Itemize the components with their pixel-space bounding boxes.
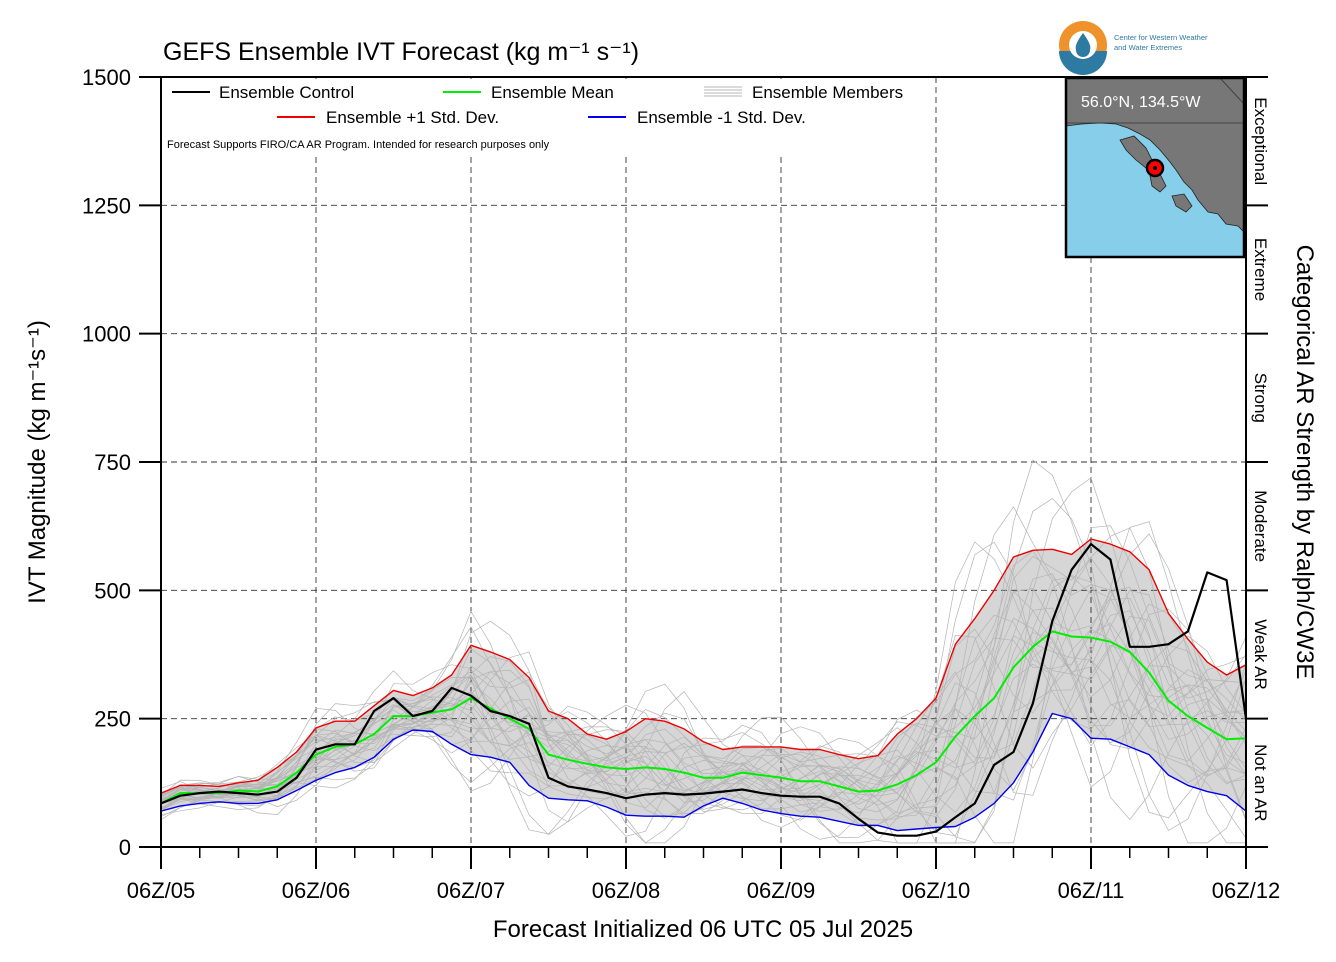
y-tick-label: 0 <box>119 835 131 860</box>
ensemble-member-line <box>161 586 1246 818</box>
logo-text-line-1: Center for Western Weather <box>1114 33 1208 42</box>
ensemble-member-line <box>161 521 1246 844</box>
category-label: Strong <box>1251 373 1270 423</box>
x-tick-label: 06Z/09 <box>747 878 816 903</box>
y-tick-label: 750 <box>94 450 131 475</box>
cw3e-logo: Center for Western Weather and Water Ext… <box>1059 21 1208 75</box>
x-tick-label: 06Z/10 <box>902 878 971 903</box>
ensemble-member-line <box>161 527 1246 844</box>
series-layer <box>161 538 1246 837</box>
y-tick-label: 1500 <box>82 65 131 90</box>
logo-wave-icon <box>1059 51 1107 75</box>
category-label: Weak AR <box>1251 619 1270 690</box>
ensemble-member-line <box>161 588 1246 813</box>
ensemble-member-line <box>161 628 1246 813</box>
x-axis-title: Forecast Initialized 06 UTC 05 Jul 2025 <box>493 916 913 943</box>
legend-label-mean: Ensemble Mean <box>491 83 614 102</box>
logo-text-line-2: and Water Extremes <box>1114 43 1182 52</box>
ensemble-member-line <box>161 459 1246 839</box>
ensemble-member-line <box>161 573 1246 811</box>
map-location-label: 56.0°N, 134.5°W <box>1081 94 1201 111</box>
ensemble-member-line <box>161 589 1246 817</box>
legend-swatch-members <box>704 86 742 97</box>
ensemble-member-line <box>161 525 1246 844</box>
category-label: Extreme <box>1251 238 1270 301</box>
y-tick-label: 250 <box>94 707 131 732</box>
inset-map: 56.0°N, 134.5°W <box>1064 76 1246 259</box>
y-tick-label: 1250 <box>82 193 131 218</box>
right-axis-title: Categorical AR Strength by Ralph/CW3E <box>1291 245 1318 680</box>
x-tick-label: 06Z/12 <box>1212 878 1281 903</box>
map-frame <box>1064 76 1246 259</box>
x-tick-label: 06Z/06 <box>282 878 351 903</box>
x-tick-label: 06Z/05 <box>127 878 196 903</box>
ensemble-member-line <box>161 557 1246 813</box>
location-marker-center <box>1153 166 1157 170</box>
x-tick-label: 06Z/08 <box>592 878 661 903</box>
ensemble-control-line <box>161 542 1246 837</box>
legend-label-plus-sd: Ensemble +1 Std. Dev. <box>326 108 499 127</box>
chart-title: GEFS Ensemble IVT Forecast (kg m⁻¹ s⁻¹) <box>163 38 639 66</box>
legend-label-control: Ensemble Control <box>219 83 354 102</box>
map-land <box>1066 78 1244 233</box>
legend-label-members: Ensemble Members <box>752 83 903 102</box>
legend: Ensemble Control Ensemble Mean Ensemble … <box>163 79 931 157</box>
y-axis-title: IVT Magnitude (kg m⁻¹s⁻¹) <box>24 320 51 604</box>
axis-layer: 0 250 500 750 1000 1250 1500 06Z/05 06Z/06 06Z/07… <box>82 65 1280 903</box>
x-tick-label: 06Z/11 <box>1058 878 1125 903</box>
x-tick-label: 06Z/07 <box>437 878 506 903</box>
plus-sd-line <box>161 538 1246 794</box>
ensemble-member-line <box>161 588 1246 810</box>
ensemble-member-line <box>161 608 1246 817</box>
category-label: Moderate <box>1251 490 1270 562</box>
ensemble-mean-line <box>161 630 1246 805</box>
ensemble-member-line <box>161 477 1246 843</box>
research-note: Forecast Supports FIRO/CA AR Program. In… <box>167 139 550 151</box>
y-tick-label: 500 <box>94 578 131 603</box>
minus-sd-line <box>161 712 1246 832</box>
y-tick-label: 1000 <box>82 322 131 347</box>
category-label: Not an AR <box>1251 744 1270 822</box>
water-drop-icon <box>1075 33 1091 57</box>
ensemble-member-line <box>161 541 1246 831</box>
legend-label-minus-sd: Ensemble -1 Std. Dev. <box>637 108 806 127</box>
ensemble-member-line <box>161 575 1246 805</box>
ensemble-member-line <box>161 533 1246 844</box>
category-label: Exceptional <box>1251 97 1270 185</box>
ensemble-member-line <box>161 541 1246 828</box>
ensemble-member-line <box>161 635 1246 821</box>
